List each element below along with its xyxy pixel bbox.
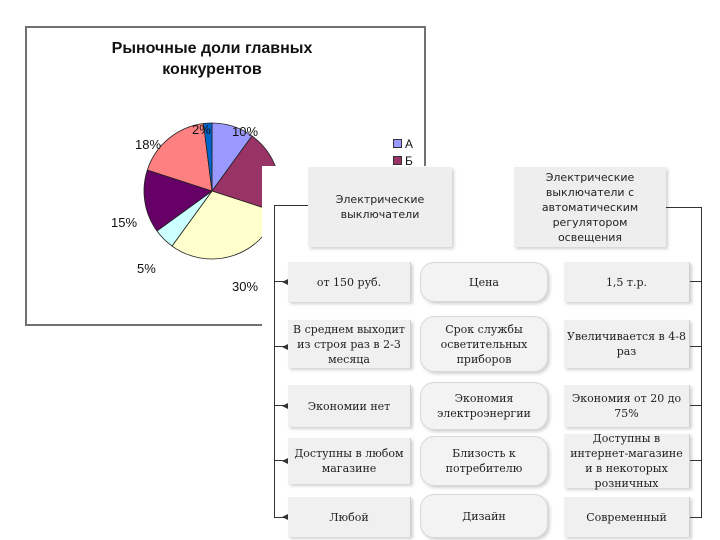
legend-swatch-a xyxy=(393,139,402,148)
slice-label-2: 2% xyxy=(192,122,211,137)
slice-label-30: 30% xyxy=(232,279,259,294)
row2-left-stub xyxy=(275,346,284,347)
row2-right-stub xyxy=(690,346,701,347)
chart-title-line1: Рыночные доли главных xyxy=(111,40,313,57)
header-left-box: Электрические выключатели xyxy=(308,167,452,247)
row3-left-stub xyxy=(275,405,284,406)
row5-right-label: Современный xyxy=(586,510,667,524)
pie-slice-2 xyxy=(203,122,213,192)
row4-right-stub xyxy=(690,460,701,461)
row3-criterion-label: Экономия электроэнергии xyxy=(437,392,531,420)
chart-title-line2: конкурентов xyxy=(162,61,262,78)
row2-right-label: Увеличивается в 4-8 раз xyxy=(567,330,686,358)
row4-left-stub xyxy=(275,460,284,461)
row5-right-box: Современный xyxy=(564,497,690,537)
legend-label-b: Б xyxy=(405,153,413,168)
row1-left-box: от 150 руб. xyxy=(288,262,411,302)
row3-left-arrow xyxy=(282,403,288,409)
row4-left-box: Доступны в любом магазине xyxy=(288,438,411,484)
row3-right-label: Экономия от 20 до 75% xyxy=(571,392,682,420)
legend-item-a: А xyxy=(393,135,423,152)
chart-title: Рыночные доли главных конкурентов xyxy=(87,38,337,80)
row1-left-stub xyxy=(275,281,284,282)
row5-left-stub xyxy=(275,517,284,518)
row4-right-box: Доступны в интернет-магазине и в некотор… xyxy=(564,432,690,490)
row4-right-label: Доступны в интернет-магазине и в некотор… xyxy=(570,432,683,490)
row2-left-box: В среднем выходит из строя раз в 2-3 мес… xyxy=(288,320,411,368)
legend-swatch-b xyxy=(393,156,402,165)
row3-right-stub xyxy=(690,405,701,406)
row3-left-label: Экономии нет xyxy=(307,399,391,413)
header-left-label: Электрические выключатели xyxy=(335,193,425,221)
row1-left-arrow xyxy=(282,279,288,285)
row1-criterion-label: Цена xyxy=(469,275,499,289)
row4-criterion-box: Близость к потребителю xyxy=(420,436,548,486)
row2-right-box: Увеличивается в 4-8 раз xyxy=(564,320,690,368)
row1-left-label: от 150 руб. xyxy=(316,275,382,289)
row2-left-label: В среднем выходит из строя раз в 2-3 мес… xyxy=(293,322,405,366)
header-right-box: Электрические выключатели с автоматическ… xyxy=(514,167,666,247)
slice-label-18: 18% xyxy=(135,137,162,152)
row2-criterion-label: Срок службы осветительных приборов xyxy=(440,322,528,366)
row5-left-label: Любой xyxy=(329,510,369,524)
pie-slice-18 xyxy=(146,123,213,192)
header-right-label: Электрические выключатели с автоматическ… xyxy=(541,170,639,244)
legend-label-a: А xyxy=(405,136,414,151)
legend-item-b: Б xyxy=(393,152,423,169)
row1-right-box: 1,5 т.р. xyxy=(564,262,690,302)
row3-right-box: Экономия от 20 до 75% xyxy=(564,385,690,427)
row4-left-arrow xyxy=(282,458,288,464)
row5-criterion-label: Дизайн xyxy=(462,509,506,523)
row5-right-stub xyxy=(690,517,701,518)
row3-left-box: Экономии нет xyxy=(288,385,411,427)
pie-slice-15 xyxy=(143,169,213,232)
slice-label-15: 15% xyxy=(111,215,138,230)
slice-label-5: 5% xyxy=(137,261,156,276)
row2-criterion-box: Срок службы осветительных приборов xyxy=(420,316,548,372)
row5-criterion-box: Дизайн xyxy=(420,494,548,538)
row4-left-label: Доступны в любом магазине xyxy=(294,447,404,475)
row3-criterion-box: Экономия электроэнергии xyxy=(420,382,548,430)
row4-criterion-label: Близость к потребителю xyxy=(445,447,523,475)
row1-right-stub xyxy=(690,281,701,282)
row5-left-arrow xyxy=(282,514,288,520)
row1-right-label: 1,5 т.р. xyxy=(605,275,648,289)
row5-left-box: Любой xyxy=(288,497,411,537)
left-connector-top xyxy=(274,205,310,206)
chart-legend: А Б xyxy=(393,135,423,169)
row1-criterion-box: Цена xyxy=(420,262,548,302)
right-connector-top xyxy=(666,207,702,208)
right-connector-vertical xyxy=(701,207,702,518)
left-connector-vertical xyxy=(274,205,275,518)
slice-label-10: 10% xyxy=(232,124,259,139)
row2-left-arrow xyxy=(282,344,288,350)
